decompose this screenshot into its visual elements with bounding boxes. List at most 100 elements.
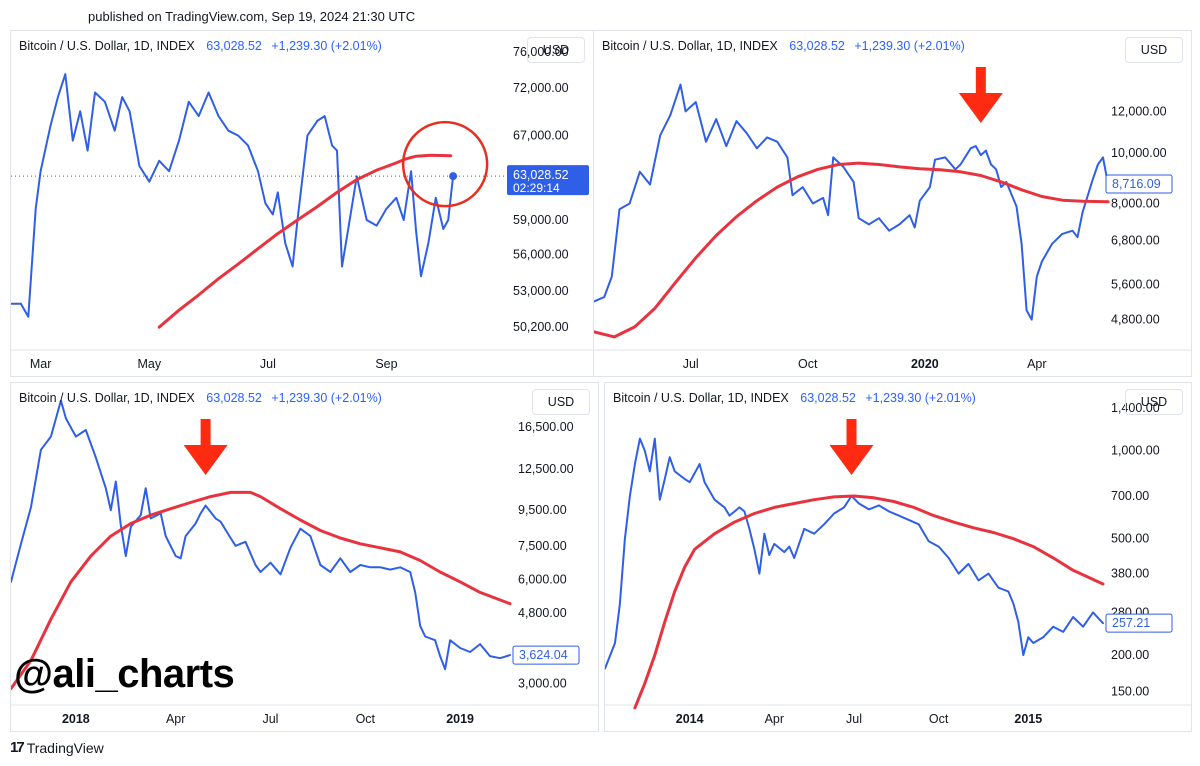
last-price: 63,028.52 — [800, 391, 856, 405]
currency-button[interactable]: USD — [1125, 37, 1183, 63]
currency-button[interactable]: USD — [532, 389, 590, 415]
x-tick-label: Jul — [846, 712, 862, 726]
x-tick-label: May — [138, 357, 162, 371]
y-tick-label: 700.00 — [1111, 489, 1149, 503]
y-tick-label: 4,800.00 — [1111, 313, 1160, 327]
x-tick-label: Oct — [929, 712, 949, 726]
highlight-circle — [401, 120, 489, 208]
x-tick-label: Jul — [260, 357, 276, 371]
price-line — [605, 437, 1104, 670]
last-price-dot — [449, 172, 458, 181]
currency-button[interactable]: USD — [527, 37, 585, 63]
x-tick-label: Jul — [262, 712, 278, 726]
y-tick-label: 7,500.00 — [518, 539, 567, 553]
last-price-label: 63,028.52 — [513, 168, 569, 182]
x-tick-label: Apr — [1027, 357, 1046, 371]
last-price-label: 3,624.04 — [519, 648, 568, 662]
y-tick-label: 4,800.00 — [518, 606, 567, 620]
price-change: +1,239.30 (+2.01%) — [865, 391, 976, 405]
last-price-label: 8,716.09 — [1112, 177, 1161, 191]
y-tick-label: 6,800.00 — [1111, 233, 1160, 247]
down-arrow-icon — [829, 419, 874, 475]
last-price: 63,028.52 — [206, 39, 262, 53]
tradingview-brand: TradingView — [26, 739, 104, 756]
x-tick-label: Oct — [798, 357, 818, 371]
x-tick-label: 2015 — [1014, 712, 1042, 726]
moving-average-line — [157, 153, 453, 329]
y-tick-label: 5,600.00 — [1111, 278, 1160, 292]
last-price: 63,028.52 — [206, 391, 262, 405]
chart-panel-2: 12,000.00 10,000.00 8,000.00 6,800.00 5,600.… — [593, 30, 1192, 377]
symbol-label[interactable]: Bitcoin / U.S. Dollar, 1D, INDEX — [19, 391, 195, 405]
last-price: 63,028.52 — [789, 39, 845, 53]
x-tick-label: Apr — [166, 712, 185, 726]
price-line — [11, 73, 455, 318]
y-tick-label: 150.00 — [1111, 685, 1149, 699]
y-tick-label: 67,000.00 — [513, 129, 569, 143]
price-change: +1,239.30 (+2.01%) — [854, 39, 965, 53]
chart-canvas: 1,400.001,000.00700.00500.00380.00280.00… — [605, 401, 1191, 726]
chart-header: Bitcoin / U.S. Dollar, 1D, INDEX 63,028.… — [602, 39, 965, 53]
y-tick-label: 56,000.00 — [513, 248, 569, 262]
y-tick-label: 3,000.00 — [518, 676, 567, 690]
y-tick-label: 72,000.00 — [513, 81, 569, 95]
x-tick-label: 2014 — [676, 712, 704, 726]
chart-panel-3: 16,500.00 12,500.00 9,500.00 7,500.00 6,000.… — [10, 382, 599, 732]
moving-average-line — [594, 161, 1110, 339]
down-arrow-head — [183, 445, 228, 475]
y-tick-label: 9,500.00 — [518, 503, 567, 517]
chart-header: Bitcoin / U.S. Dollar, 1D, INDEX 63,028.… — [19, 39, 382, 53]
y-tick-label: 50,200.00 — [513, 320, 569, 334]
moving-average-line — [633, 494, 1105, 710]
y-tick-label: 16,500.00 — [518, 420, 574, 434]
price-change: +1,239.30 (+2.01%) — [271, 39, 382, 53]
y-tick-label: 76,000.00 — [513, 45, 569, 59]
down-arrow-icon — [958, 67, 1003, 123]
chart-panel-1: 76,000.0072,000.0067,000.0063,000.0059,0… — [10, 30, 594, 377]
down-arrow-shaft — [975, 67, 986, 93]
published-note: published on TradingView.com, Sep 19, 20… — [88, 9, 416, 24]
chart-header: Bitcoin / U.S. Dollar, 1D, INDEX 63,028.… — [19, 391, 382, 405]
y-tick-label: 53,000.00 — [513, 284, 569, 298]
x-tick-label: 2020 — [911, 357, 939, 371]
chart-panel-4: 1,400.00 1,000.00 700.00 500.00 380.00 280.00… — [604, 382, 1192, 732]
chart-canvas: 16,500.00 12,500.00 9,500.00 7,500.00 6,000.… — [11, 399, 598, 726]
down-arrow-head — [958, 93, 1003, 123]
y-tick-label: 200.00 — [1111, 648, 1149, 662]
y-tick-label: 380.00 — [1111, 567, 1149, 581]
y-tick-label: 500.00 — [1111, 532, 1149, 546]
y-tick-label: 59,000.00 — [513, 213, 569, 227]
symbol-label[interactable]: Bitcoin / U.S. Dollar, 1D, INDEX — [19, 39, 195, 53]
down-arrow-icon — [183, 419, 228, 475]
tradingview-logo[interactable]: 17 TradingView — [10, 739, 104, 756]
down-arrow-shaft — [200, 419, 211, 445]
symbol-label[interactable]: Bitcoin / U.S. Dollar, 1D, INDEX — [602, 39, 778, 53]
y-tick-label: 12,000.00 — [1111, 104, 1167, 118]
y-tick-label: 6,000.00 — [518, 572, 567, 586]
x-tick-label: Mar — [30, 357, 52, 371]
author-watermark: @ali_charts — [14, 652, 235, 696]
x-tick-label: Oct — [356, 712, 376, 726]
last-price-label: 257.21 — [1112, 616, 1150, 630]
last-price-badge — [507, 165, 589, 196]
countdown-label: 02:29:14 — [513, 181, 560, 195]
chart-canvas: 76,000.0072,000.0067,000.0063,000.0059,0… — [11, 45, 593, 371]
x-tick-label: 2019 — [446, 712, 474, 726]
tradingview-logo-icon: 17 — [10, 739, 25, 756]
down-arrow-head — [829, 445, 874, 475]
last-price-badge — [512, 645, 580, 665]
last-price-badge — [1105, 613, 1173, 633]
currency-button[interactable]: USD — [1125, 389, 1183, 415]
y-tick-label: 10,000.00 — [1111, 146, 1167, 160]
chart-canvas: 12,000.00 10,000.00 8,000.00 6,800.00 5,600.… — [594, 67, 1191, 371]
moving-average-line — [11, 490, 512, 691]
x-tick-label: Sep — [375, 357, 397, 371]
symbol-label[interactable]: Bitcoin / U.S. Dollar, 1D, INDEX — [613, 391, 789, 405]
price-change: +1,239.30 (+2.01%) — [271, 391, 382, 405]
last-price-badge — [1105, 174, 1173, 194]
y-tick-label: 12,500.00 — [518, 462, 574, 476]
down-arrow-shaft — [846, 419, 857, 445]
x-tick-label: Apr — [765, 712, 784, 726]
x-tick-label: Jul — [683, 357, 699, 371]
y-tick-label: 8,000.00 — [1111, 197, 1160, 211]
